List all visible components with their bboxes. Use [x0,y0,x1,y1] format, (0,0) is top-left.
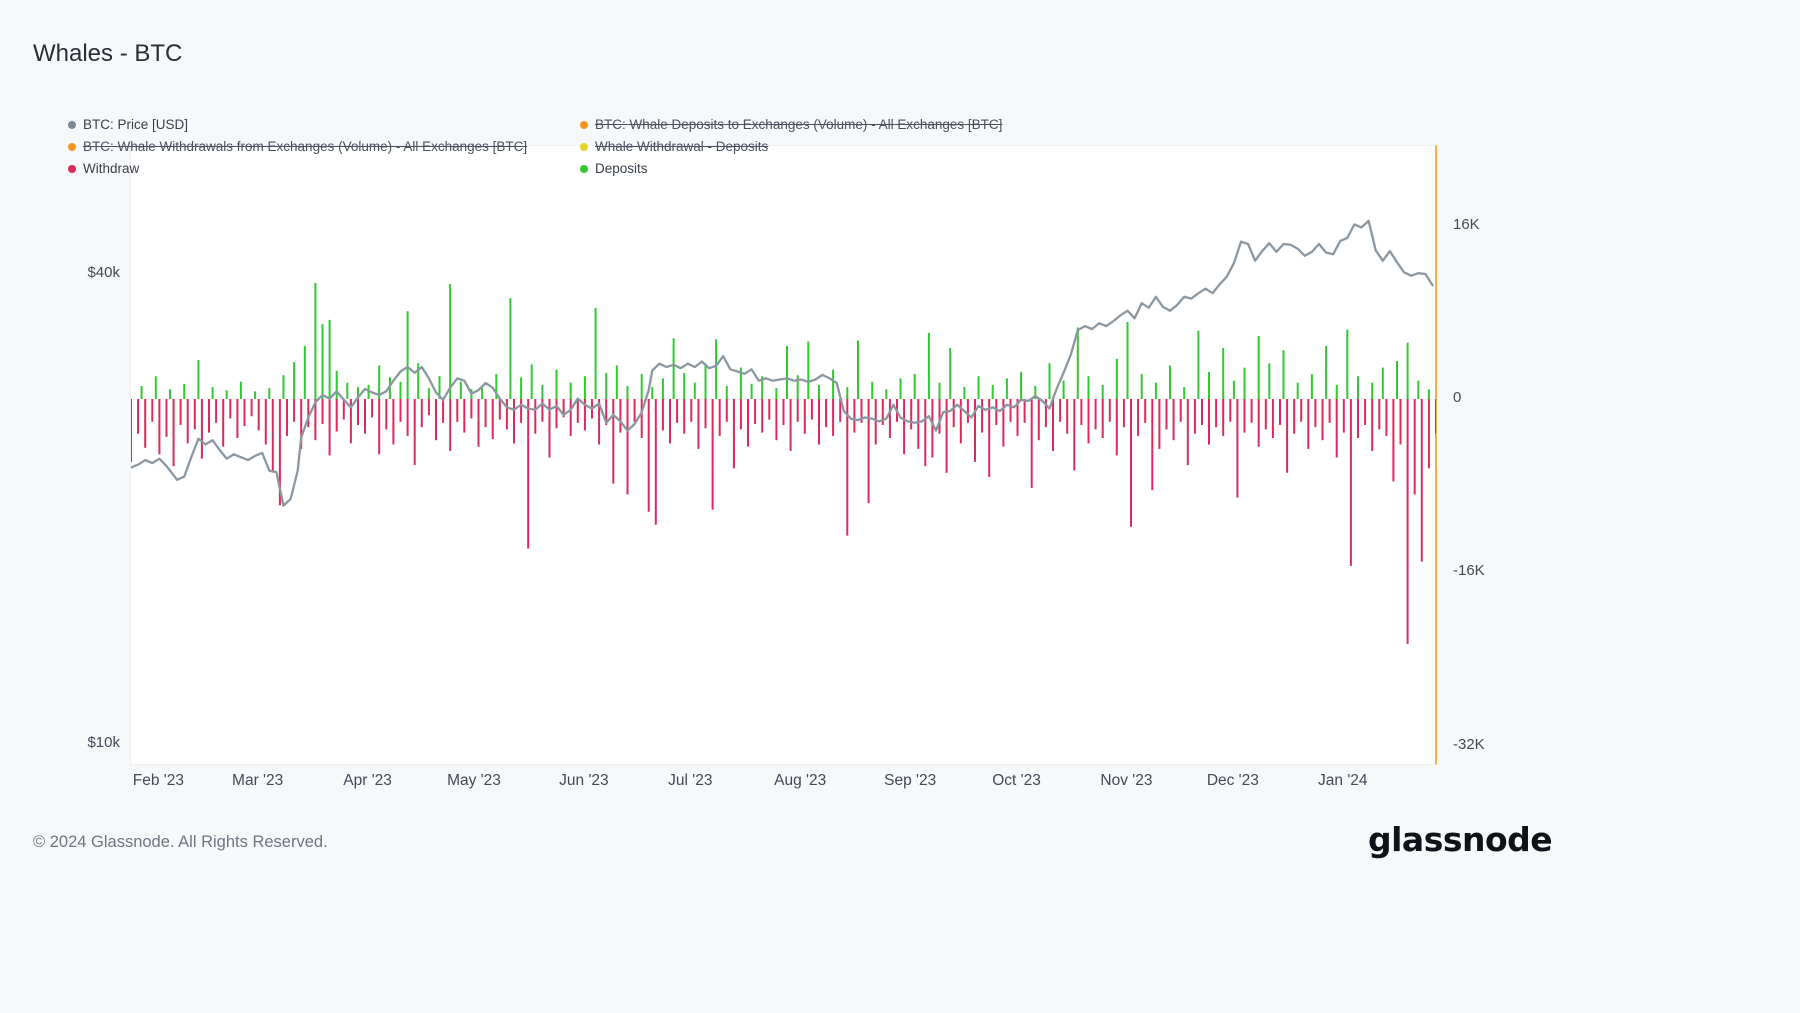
chart-canvas[interactable] [131,146,1436,764]
volume-axis-label: 0 [1453,389,1462,406]
time-axis-label: May '23 [447,772,501,789]
legend-dot-icon [580,142,588,151]
legend-label: BTC: Whale Withdrawals from Exchanges (V… [83,139,528,154]
time-axis-label: Aug '23 [774,772,827,789]
legend-dot-icon [580,120,588,129]
legend-dot-icon [580,164,588,173]
legend-item[interactable]: BTC: Whale Withdrawals from Exchanges (V… [68,139,580,154]
legend-item[interactable]: BTC: Price [USD] [68,117,580,132]
price-axis-label: $10k [87,734,120,751]
legend-label: BTC: Price [USD] [83,117,189,132]
time-axis-label: Sep '23 [884,772,937,789]
legend-label: Deposits [595,161,648,176]
legend-label: BTC: Whale Deposits to Exchanges (Volume… [595,117,1003,132]
time-axis-label: Feb '23 [132,772,184,789]
legend-dot-icon [68,164,76,173]
volume-axis-label: -32K [1453,735,1485,753]
legend-item[interactable]: Deposits [580,161,1002,176]
volume-axis-label: 16K [1453,215,1480,233]
chart-legend: BTC: Price [USD] BTC: Whale Deposits to E… [68,117,1002,176]
plot-area[interactable] [130,145,1437,765]
time-axis-label: Apr '23 [343,772,392,789]
time-axis-label: Jan '24 [1318,772,1368,789]
volume-axis-label: -16K [1453,562,1485,580]
legend-dot-icon [68,142,76,151]
legend-item[interactable]: BTC: Whale Deposits to Exchanges (Volume… [580,117,1002,132]
legend-item[interactable]: Withdraw [68,161,580,176]
time-axis-label: Nov '23 [1100,772,1153,789]
legend-label: Withdraw [83,161,140,176]
legend-label: Whale Withdrawal - Deposits [595,139,769,154]
footer-copyright: © 2024 Glassnode. All Rights Reserved. [33,833,328,851]
legend-dot-icon [68,120,76,129]
legend-item[interactable]: Whale Withdrawal - Deposits [580,139,1002,154]
brand-logo[interactable]: glassnode [1368,820,1553,859]
time-axis-label: Mar '23 [232,772,284,789]
time-axis-label: Jul '23 [668,772,713,789]
page-title: Whales - BTC [33,40,183,67]
time-axis-label: Jun '23 [559,772,609,789]
time-axis-label: Oct '23 [992,772,1041,789]
time-axis-label: Dec '23 [1206,772,1259,789]
price-axis-label: $40k [87,264,120,281]
